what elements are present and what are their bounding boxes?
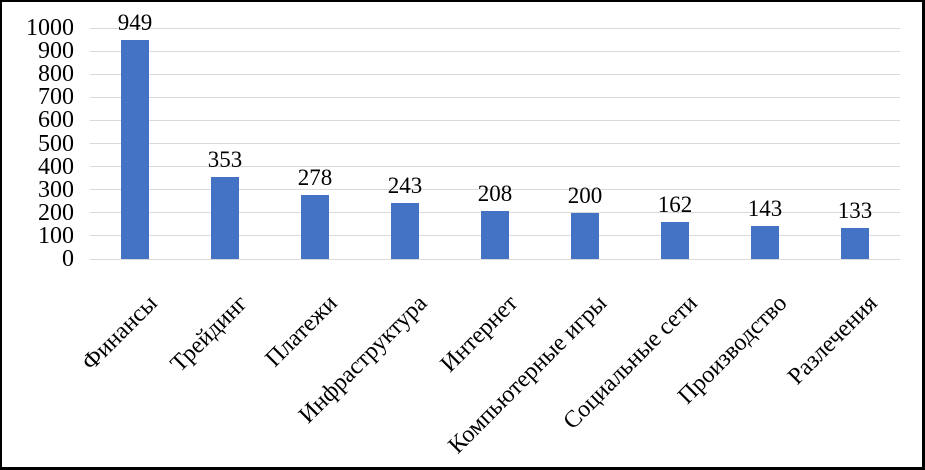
bar bbox=[391, 202, 419, 259]
bar bbox=[481, 210, 509, 259]
bar-value-label: 143 bbox=[747, 195, 783, 221]
bar bbox=[121, 39, 149, 259]
bar-value-label: 200 bbox=[567, 182, 603, 208]
y-axis-tick-label: 1000 bbox=[26, 15, 74, 41]
gridline bbox=[90, 50, 900, 52]
bar-value-label: 162 bbox=[657, 191, 693, 217]
gridline bbox=[90, 143, 900, 144]
y-axis-tick-label: 800 bbox=[38, 61, 74, 88]
bar bbox=[571, 212, 599, 259]
y-axis-tick-label: 200 bbox=[38, 199, 74, 226]
bar-value-label: 949 bbox=[117, 9, 153, 35]
x-axis-category-label: Трейдинг bbox=[165, 290, 253, 378]
y-axis-tick-label: 300 bbox=[38, 176, 74, 203]
y-axis-tick-label: 500 bbox=[38, 130, 74, 157]
bar-value-label: 353 bbox=[207, 147, 243, 173]
gridline bbox=[90, 119, 900, 121]
x-axis-category-label: Финансы bbox=[77, 290, 163, 376]
bar-value-label: 243 bbox=[387, 172, 423, 198]
x-axis-category-label: Разлечения bbox=[782, 290, 883, 390]
x-axis-category-label: Компьютерные игры bbox=[444, 290, 613, 459]
gridline bbox=[90, 189, 900, 191]
bar bbox=[301, 194, 329, 259]
bar bbox=[661, 221, 689, 259]
y-axis-tick-label: 0 bbox=[62, 246, 74, 272]
x-axis-category-label: Интернет bbox=[435, 290, 523, 378]
bar bbox=[841, 228, 869, 259]
bar bbox=[751, 225, 779, 259]
x-axis-category-label: Платежи bbox=[260, 290, 343, 373]
gridline bbox=[90, 258, 900, 260]
y-axis-tick-label: 700 bbox=[38, 84, 74, 111]
gridline bbox=[90, 166, 900, 168]
gridline bbox=[90, 73, 900, 75]
y-axis-tick-label: 900 bbox=[38, 38, 74, 65]
bar-value-label: 208 bbox=[477, 180, 513, 206]
y-axis-tick-label: 100 bbox=[38, 222, 74, 249]
bar bbox=[211, 177, 239, 259]
y-axis-tick-label: 400 bbox=[38, 153, 74, 180]
y-axis-tick-label: 600 bbox=[38, 107, 74, 134]
gridline bbox=[90, 27, 900, 29]
bar-value-label: 278 bbox=[297, 164, 333, 190]
bar-value-label: 133 bbox=[837, 198, 873, 224]
gridline bbox=[90, 96, 900, 98]
